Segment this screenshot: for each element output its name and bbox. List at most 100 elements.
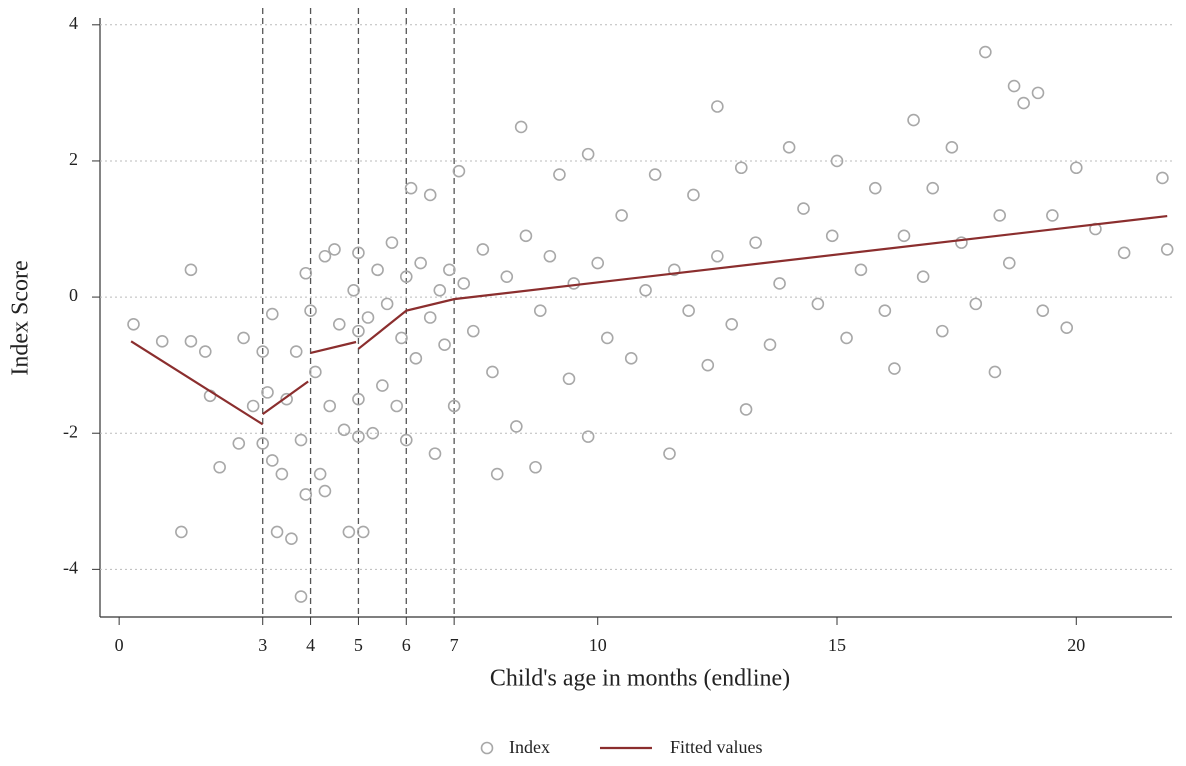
point — [510, 420, 523, 433]
point — [490, 467, 504, 481]
point — [361, 311, 375, 324]
point — [519, 229, 533, 243]
y-tick-label: 4 — [69, 13, 78, 33]
point — [600, 331, 614, 345]
point — [648, 168, 662, 181]
point — [342, 525, 356, 539]
point — [376, 379, 389, 392]
point — [1017, 96, 1030, 110]
point — [1046, 209, 1059, 222]
point — [299, 488, 313, 501]
point — [1060, 321, 1074, 335]
y-tick-label: -2 — [63, 421, 78, 441]
point — [390, 399, 404, 413]
x-tick-label: 7 — [450, 635, 459, 655]
point — [385, 236, 399, 249]
point — [347, 283, 360, 297]
point — [979, 45, 992, 59]
point — [1002, 256, 1016, 270]
point — [356, 525, 370, 539]
point — [318, 484, 332, 498]
point — [438, 338, 451, 352]
point — [457, 277, 471, 290]
point — [739, 403, 753, 416]
fit-line — [130, 214, 1168, 426]
point — [256, 345, 270, 358]
point — [155, 335, 169, 348]
point — [1156, 171, 1169, 185]
point — [663, 447, 676, 460]
point — [988, 365, 1002, 379]
point — [830, 154, 844, 168]
point — [500, 270, 514, 283]
point — [711, 100, 724, 113]
point — [380, 297, 394, 311]
point — [878, 304, 892, 317]
point — [237, 331, 250, 345]
y-tick-label: 2 — [69, 149, 78, 169]
point — [868, 181, 882, 195]
y-axis-title: Index Score — [8, 260, 34, 375]
point — [581, 147, 595, 161]
point — [749, 236, 762, 249]
point — [423, 188, 437, 202]
point — [352, 430, 365, 443]
point — [309, 365, 322, 379]
point — [294, 590, 308, 603]
point — [916, 270, 930, 283]
point — [256, 437, 270, 450]
x-axis-title: Child's age in months (endline) — [490, 666, 790, 692]
x-tick-label: 20 — [1067, 635, 1085, 655]
point — [414, 256, 427, 270]
point — [280, 392, 293, 406]
point — [1117, 246, 1131, 260]
point — [854, 263, 868, 277]
point — [993, 209, 1007, 222]
point — [213, 460, 226, 474]
point — [567, 277, 581, 290]
point — [443, 263, 456, 277]
point — [926, 181, 940, 195]
point — [1036, 304, 1050, 317]
x-tick-label: 3 — [258, 635, 267, 655]
point — [935, 324, 949, 338]
point — [366, 426, 380, 440]
point — [667, 263, 681, 277]
point — [313, 467, 327, 481]
point — [285, 532, 298, 546]
point — [328, 243, 341, 256]
point — [897, 229, 911, 243]
point — [265, 454, 279, 467]
y-tick-label: -4 — [63, 557, 78, 577]
point — [198, 345, 212, 358]
point — [797, 202, 810, 215]
point — [428, 447, 442, 460]
point — [725, 318, 739, 331]
point — [399, 270, 413, 283]
point — [1007, 79, 1021, 93]
point — [553, 168, 566, 181]
point — [615, 209, 628, 222]
y-tick-label: 0 — [69, 285, 78, 305]
point — [562, 372, 576, 386]
point — [352, 392, 365, 406]
point — [318, 249, 332, 263]
x-tick-label: 10 — [589, 635, 607, 655]
point — [294, 433, 308, 447]
x-tick-label: 4 — [306, 635, 315, 655]
legend-label: Index — [509, 737, 550, 757]
point — [409, 352, 423, 365]
point — [232, 437, 246, 450]
point — [289, 345, 303, 358]
point — [399, 433, 413, 447]
point — [452, 164, 466, 178]
x-tick-label: 0 — [115, 635, 124, 655]
point — [304, 304, 317, 317]
point — [591, 256, 605, 270]
point — [701, 358, 715, 372]
point — [734, 161, 748, 175]
x-tick-label: 6 — [402, 635, 411, 655]
point — [127, 318, 140, 331]
point — [395, 331, 408, 345]
point — [888, 362, 901, 375]
